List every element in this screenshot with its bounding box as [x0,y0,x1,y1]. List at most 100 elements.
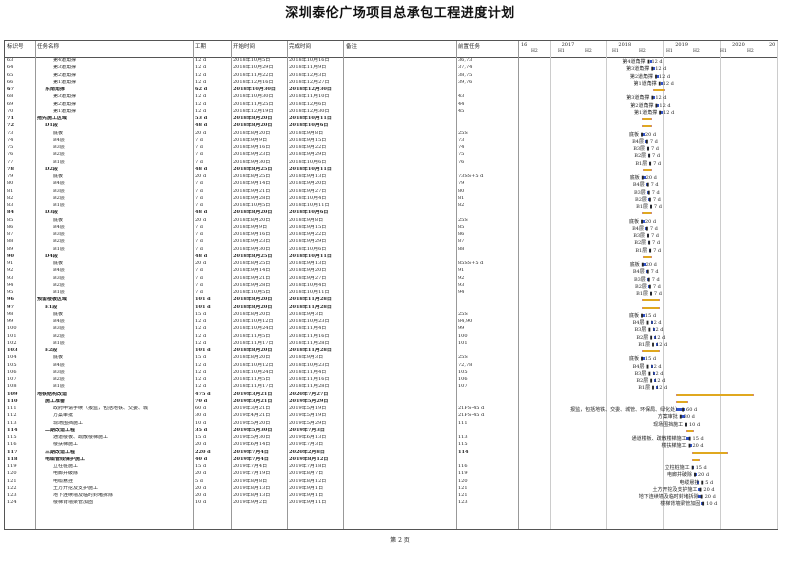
summary-bar[interactable] [653,89,665,91]
table-row[interactable]: 68 第3道角撑 12 d 2018年10月30日 2018年11月10日 43 [5,94,777,100]
table-row[interactable]: 75 B3层 7 d 2018年9月16日 2018年9月22日 74 [5,145,777,151]
summary-bar[interactable] [686,429,694,432]
task-bar[interactable] [652,371,655,375]
table-row[interactable]: 117 三期改造工程 220 d 2019年7月4日 2020年2月8日 114 [5,450,777,456]
table-row[interactable]: 99 B4层 12 d 2018年10月12日 2018年10月23日 84,90 [5,319,777,325]
table-row[interactable]: 74 B4层 7 d 2018年9月9日 2018年9月15日 73 [5,138,777,144]
task-bar[interactable] [649,205,652,208]
summary-bar[interactable] [675,400,689,403]
task-bar[interactable] [701,502,704,506]
task-bar[interactable] [642,219,646,223]
table-row[interactable]: 104 底板 15 d 2018年8月20日 2018年9月3日 25S [5,355,777,361]
table-row[interactable]: 65 第2道角撑 12 d 2018年11月22日 2018年12月3日 38,75 [5,73,777,79]
table-row[interactable]: 124 楼梯背墙梁管加固 10 d 2019年9月2日 2019年9月11日 123 [5,500,777,506]
task-bar[interactable] [656,342,659,346]
table-row[interactable]: 64 第3道角撑 12 d 2018年10月29日 2018年11月9日 37,74 [5,65,777,71]
table-row[interactable]: 101 B2层 12 d 2018年11月5日 2018年11月16日 100 [5,334,777,340]
table-row[interactable]: 76 B2层 7 d 2018年9月23日 2018年9月29日 75 [5,152,777,158]
table-row[interactable]: 91 底板 20 d 2018年8月25日 2018年9月13日 85SS+5 d [5,261,777,267]
table-row[interactable]: 114 二期改造工程 35 d 2019年5月30日 2019年7月3日 [5,428,777,434]
task-bar[interactable] [680,415,685,419]
task-bar[interactable] [642,313,645,317]
task-bar[interactable] [643,176,647,179]
summary-bar[interactable] [642,299,660,302]
table-row[interactable]: 112 方案审批 30 d 2019年4月21日 2019年5月19日 21FS-45 d [5,413,777,419]
task-bar[interactable] [657,103,660,107]
table-row[interactable]: 93 B3层 7 d 2018年9月21日 2018年9月27日 92 [5,276,777,282]
table-row[interactable]: 116 楼扶梯施工 20 d 2019年6月14日 2019年7月3日 115 [5,442,777,448]
table-row[interactable]: 108 B1层 12 d 2018年11月17日 2018年11月28日 107 [5,384,777,390]
task-bar[interactable] [645,226,648,230]
task-bar[interactable] [698,495,702,498]
summary-bar[interactable] [642,350,660,352]
table-row[interactable]: 73 底板 20 d 2018年8月20日 2018年9月8日 25S [5,131,777,137]
table-row[interactable]: 80 B4层 7 d 2018年9月14日 2018年9月20日 79 [5,181,777,187]
task-bar[interactable] [653,67,656,71]
table-row[interactable]: 100 B3层 12 d 2018年10月24日 2018年11月4日 99 [5,326,777,332]
table-row[interactable]: 81 B3层 7 d 2018年9月21日 2018年9月27日 80 [5,189,777,195]
task-bar[interactable] [646,234,649,237]
table-row[interactable]: 107 B2层 12 d 2018年11月5日 2018年11月16日 106 [5,377,777,383]
task-bar[interactable] [691,466,695,469]
table-row[interactable]: 103 E2段 101 d 2018年8月20日 2018年11月28日 [5,348,777,354]
table-row[interactable]: 83 B1层 7 d 2018年10月5日 2018年10月11日 82 [5,203,777,209]
task-bar[interactable] [652,328,655,332]
table-row[interactable]: 69 第2道角撑 12 d 2018年11月25日 2018年12月6日 44 [5,102,777,108]
task-bar[interactable] [647,154,650,158]
summary-bar[interactable] [691,451,728,454]
task-bar[interactable] [650,364,653,368]
summary-bar[interactable] [642,212,652,215]
table-row[interactable]: 97 E1段 101 d 2018年8月20日 2018年11月28日 [5,305,777,311]
task-bar[interactable] [675,408,685,411]
table-row[interactable]: 79 底板 20 d 2018年8月25日 2018年9月13日 73SS+5 d [5,174,777,180]
task-bar[interactable] [648,197,651,201]
task-bar[interactable] [654,379,657,382]
task-bar[interactable] [656,386,659,390]
summary-bar[interactable] [642,118,653,120]
task-bar[interactable] [649,60,652,63]
table-row[interactable]: 70 第1道角撑 12 d 2018年12月19日 2018年12月30日 45 [5,109,777,115]
task-bar[interactable] [661,110,664,114]
task-bar[interactable] [688,444,692,448]
table-row[interactable]: 105 B4层 12 d 2018年10月12日 2018年10月23日 72,78 [5,363,777,369]
table-row[interactable]: 92 B4层 7 d 2018年9月14日 2018年9月20日 91 [5,268,777,274]
task-bar[interactable] [646,147,649,150]
task-bar[interactable] [650,321,653,324]
summary-bar[interactable] [643,168,653,171]
table-row[interactable]: 77 B1层 7 d 2018年9月30日 2018年10月6日 76 [5,160,777,166]
table-row[interactable]: 66 第1道角撑 12 d 2018年12月16日 2018年12月27日 39,76 [5,80,777,86]
table-row[interactable]: 119 立柱桩施工 15 d 2019年7月4日 2019年7月18日 116 [5,464,777,470]
table-row[interactable]: 106 B3层 12 d 2018年10月24日 2018年11月4日 105 [5,370,777,376]
task-bar[interactable] [698,487,702,491]
table-row[interactable]: 122 土方开挖及支护施工 20 d 2019年8月13日 2019年9月1日 121 [5,486,777,492]
task-bar[interactable] [643,263,647,266]
table-row[interactable]: 109 地铁结构改造 475 d 2019年3月21日 2020年7月27日 [5,392,777,398]
summary-bar[interactable] [642,125,652,128]
table-row[interactable]: 123 地下连续墙及临时封堵拆除 20 d 2019年8月13日 2019年9月1日 12… [5,493,777,499]
table-row[interactable]: 111 政府申请手续（报监，包括地铁、交委、城 60 d 2019年3月21日 2019… [5,406,777,412]
task-bar[interactable] [646,270,649,274]
task-bar[interactable] [642,357,645,361]
task-bar[interactable] [684,422,687,426]
task-bar[interactable] [642,132,646,136]
task-bar[interactable] [657,74,659,78]
table-row[interactable]: 86 B4层 7 d 2018年9月9日 2018年9月15日 85 [5,225,777,231]
table-row[interactable]: 102 B1层 12 d 2018年11月17日 2018年11月28日 101 [5,341,777,347]
task-bar[interactable] [648,248,651,252]
table-row[interactable]: 121 电缆悬挂 5 d 2019年8月8日 2019年8月12日 120 [5,479,777,485]
table-row[interactable]: 82 B2层 7 d 2018年9月28日 2018年10月4日 81 [5,196,777,202]
table-row[interactable]: 89 B1层 7 d 2018年9月30日 2018年10月6日 88 [5,247,777,253]
task-bar[interactable] [647,277,650,281]
table-row[interactable]: 90 D4段 48 d 2018年8月25日 2018年10月11日 [5,254,777,260]
task-bar[interactable] [653,96,656,100]
table-row[interactable]: 98 底板 15 d 2018年8月20日 2018年9月3日 25S [5,312,777,318]
table-row[interactable]: 72 D1段 48 d 2018年8月20日 2018年10月6日 [5,123,777,129]
table-row[interactable]: 94 B2层 7 d 2018年9月28日 2018年10月4日 93 [5,283,777,289]
table-row[interactable]: 118 电缆管线保护施工 40 d 2019年7月4日 2019年8月12日 [5,457,777,463]
table-row[interactable]: 115 通道楼板、疏散楼梯施工 15 d 2019年5月30日 2019年6月13日 11… [5,435,777,441]
summary-bar[interactable] [691,458,700,461]
summary-bar[interactable] [643,255,653,258]
task-bar[interactable] [647,241,650,245]
table-row[interactable]: 88 B2层 7 d 2018年9月23日 2018年9月29日 87 [5,239,777,245]
table-row[interactable]: 78 D2段 48 d 2018年8月25日 2018年10月11日 [5,167,777,173]
